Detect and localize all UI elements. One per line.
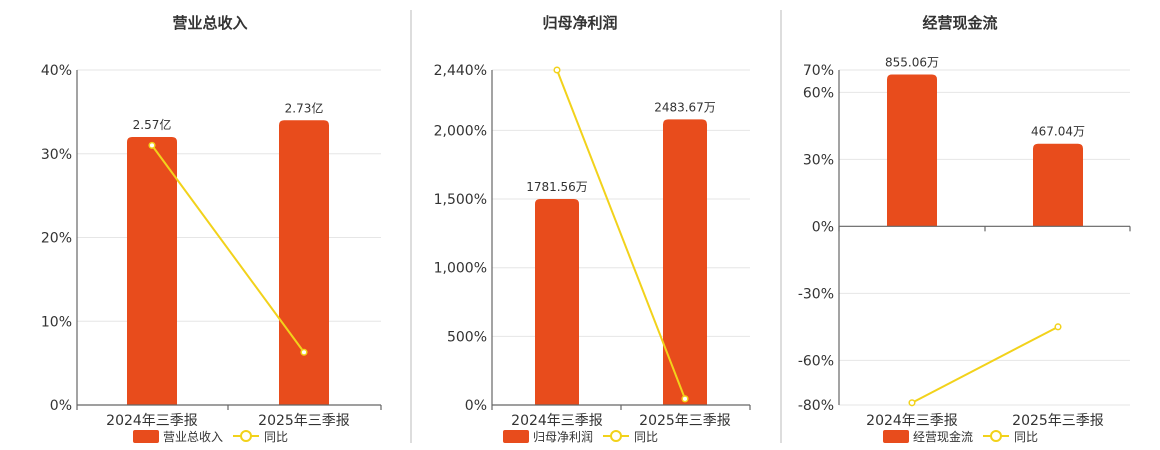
y-tick-label: 10% bbox=[41, 314, 72, 330]
bar-data-label: 2.73亿 bbox=[285, 100, 324, 115]
bar bbox=[1033, 143, 1083, 227]
legend-bar-swatch bbox=[503, 430, 529, 443]
y-tick-label: 40% bbox=[41, 63, 72, 79]
legend-line-marker bbox=[990, 430, 1002, 442]
y-tick-label: 0% bbox=[812, 219, 834, 235]
bar-data-label: 1781.56万 bbox=[526, 180, 588, 194]
y-tick-label: -60% bbox=[798, 353, 834, 369]
x-tick-label: 2025年三季报 bbox=[639, 413, 731, 429]
legend-bar-label: 营业总收入 bbox=[163, 430, 223, 444]
y-tick-label: 20% bbox=[41, 231, 72, 247]
line-point bbox=[300, 348, 308, 356]
bar bbox=[279, 120, 329, 405]
bar bbox=[663, 119, 707, 405]
y-tick-label: 60% bbox=[803, 85, 834, 101]
chart-title: 营业总收入 bbox=[172, 14, 247, 32]
y-tick-label: 2,000% bbox=[434, 123, 487, 139]
y-tick-label: 70% bbox=[803, 63, 834, 79]
chart-title: 归母净利润 bbox=[542, 14, 617, 32]
y-tick-label: 30% bbox=[41, 147, 72, 163]
bar-data-label: 2.57亿 bbox=[133, 117, 172, 132]
legend-line-label: 同比 bbox=[634, 430, 658, 444]
legend-line-label: 同比 bbox=[264, 430, 288, 444]
bar-data-label: 855.06万 bbox=[885, 55, 939, 69]
chart-1: 营业总收入 0% 10% 20% 30% 40% 2.57亿 2.73亿 2024年三季报 202… bbox=[41, 14, 382, 444]
legend-bar-label: 经营现金流 bbox=[913, 429, 973, 444]
legend-bar-swatch bbox=[883, 430, 909, 443]
legend-bar-label: 归母净利润 bbox=[533, 430, 593, 444]
bar bbox=[887, 74, 937, 227]
x-tick-label: 2024年三季报 bbox=[511, 413, 603, 429]
x-tick-label: 2024年三季报 bbox=[106, 413, 198, 429]
y-tick-label: 500% bbox=[447, 329, 487, 345]
legend-bar-swatch bbox=[133, 430, 159, 443]
x-tick-label: 2025年三季报 bbox=[1012, 413, 1104, 429]
y-tick-label: 30% bbox=[803, 152, 834, 168]
bar-data-label: 467.04万 bbox=[1031, 125, 1085, 139]
chart-title: 经营现金流 bbox=[922, 14, 997, 32]
x-tick-label: 2024年三季报 bbox=[866, 413, 958, 429]
legend-line-marker bbox=[240, 430, 252, 442]
legend-line-label: 同比 bbox=[1014, 430, 1038, 444]
line-series-yoy bbox=[911, 325, 1059, 404]
line-point bbox=[681, 395, 689, 403]
x-tick-label: 2025年三季报 bbox=[258, 413, 350, 429]
y-tick-label: 2,440% bbox=[434, 63, 487, 79]
line-series-yoy bbox=[151, 144, 305, 353]
y-tick-label: 0% bbox=[465, 398, 487, 414]
line-point bbox=[553, 66, 561, 74]
y-tick-label: -80% bbox=[798, 398, 834, 414]
bar bbox=[535, 199, 579, 405]
chart-2: 归母净利润 0% 500% 1,000% 1,500% 2,000% 2,440% 1781.… bbox=[434, 14, 751, 444]
line-series-yoy bbox=[556, 69, 686, 400]
bar bbox=[127, 137, 177, 405]
legend-line-marker bbox=[610, 430, 622, 442]
line-point bbox=[148, 141, 156, 149]
line-point bbox=[1054, 323, 1062, 331]
y-tick-label: 0% bbox=[50, 398, 72, 414]
y-tick-label: 1,500% bbox=[434, 192, 487, 208]
y-tick-label: 1,000% bbox=[434, 261, 487, 277]
y-tick-label: -30% bbox=[798, 286, 834, 302]
chart-3: 经营现金流 -80% -60% -30% 0% 30% 60% 70% 855.06万 467.0… bbox=[798, 14, 1131, 444]
line-point bbox=[908, 399, 916, 407]
bar-data-label: 2483.67万 bbox=[654, 100, 716, 114]
